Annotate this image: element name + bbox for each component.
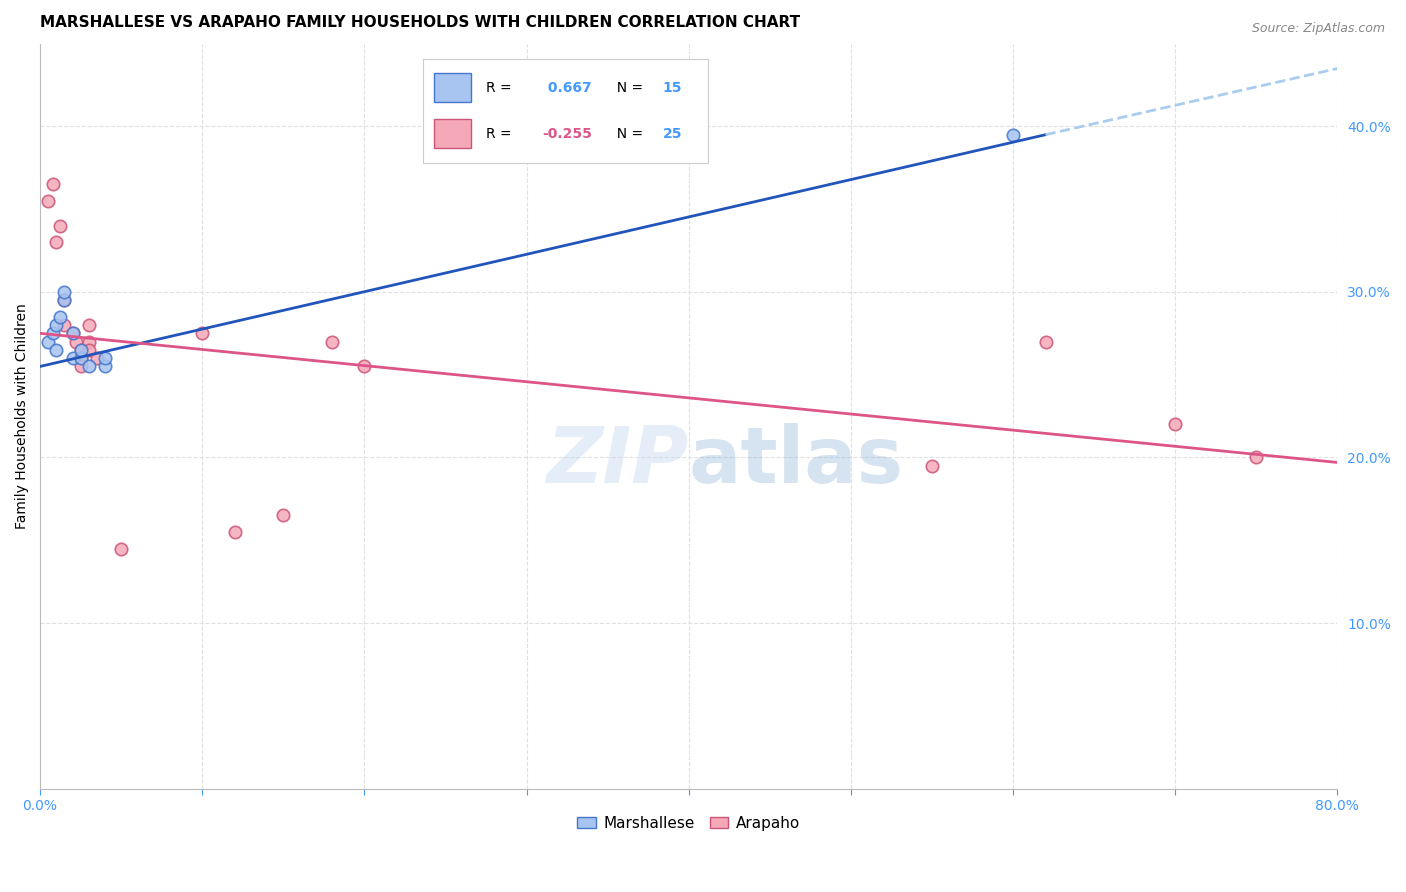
Point bbox=[69, 343, 91, 357]
Point bbox=[77, 343, 100, 357]
Point bbox=[921, 458, 943, 473]
Text: MARSHALLESE VS ARAPAHO FAMILY HOUSEHOLDS WITH CHILDREN CORRELATION CHART: MARSHALLESE VS ARAPAHO FAMILY HOUSEHOLDS… bbox=[41, 15, 800, 30]
Point bbox=[273, 508, 295, 523]
Point bbox=[86, 351, 108, 366]
Point bbox=[48, 310, 70, 324]
Point bbox=[62, 326, 84, 341]
Point bbox=[1164, 417, 1187, 432]
Point bbox=[53, 285, 76, 299]
Point bbox=[45, 235, 67, 250]
Point bbox=[1035, 334, 1057, 349]
Point bbox=[62, 351, 84, 366]
Point bbox=[353, 359, 375, 374]
Point bbox=[69, 343, 91, 357]
Point bbox=[53, 293, 76, 308]
Point bbox=[94, 359, 117, 374]
Point bbox=[110, 541, 132, 556]
Point bbox=[1246, 450, 1268, 465]
Point bbox=[1002, 128, 1025, 142]
Point bbox=[65, 334, 87, 349]
Point bbox=[321, 334, 343, 349]
Point bbox=[37, 194, 59, 208]
Point bbox=[53, 293, 76, 308]
Point bbox=[191, 326, 214, 341]
Point bbox=[69, 351, 91, 366]
Point bbox=[53, 318, 76, 332]
Point bbox=[94, 351, 117, 366]
Text: ZIP: ZIP bbox=[547, 423, 689, 499]
Text: Source: ZipAtlas.com: Source: ZipAtlas.com bbox=[1251, 22, 1385, 36]
Point bbox=[77, 318, 100, 332]
Point bbox=[69, 359, 91, 374]
Point bbox=[45, 343, 67, 357]
Point bbox=[69, 351, 91, 366]
Point bbox=[45, 318, 67, 332]
Point bbox=[224, 524, 246, 539]
Legend: Marshallese, Arapaho: Marshallese, Arapaho bbox=[571, 810, 806, 837]
Point bbox=[37, 334, 59, 349]
Point bbox=[77, 334, 100, 349]
Point bbox=[62, 326, 84, 341]
Point bbox=[42, 326, 65, 341]
Point bbox=[48, 219, 70, 233]
Point bbox=[77, 359, 100, 374]
Point bbox=[42, 178, 65, 192]
Y-axis label: Family Households with Children: Family Households with Children bbox=[15, 303, 30, 529]
Text: atlas: atlas bbox=[689, 423, 904, 499]
